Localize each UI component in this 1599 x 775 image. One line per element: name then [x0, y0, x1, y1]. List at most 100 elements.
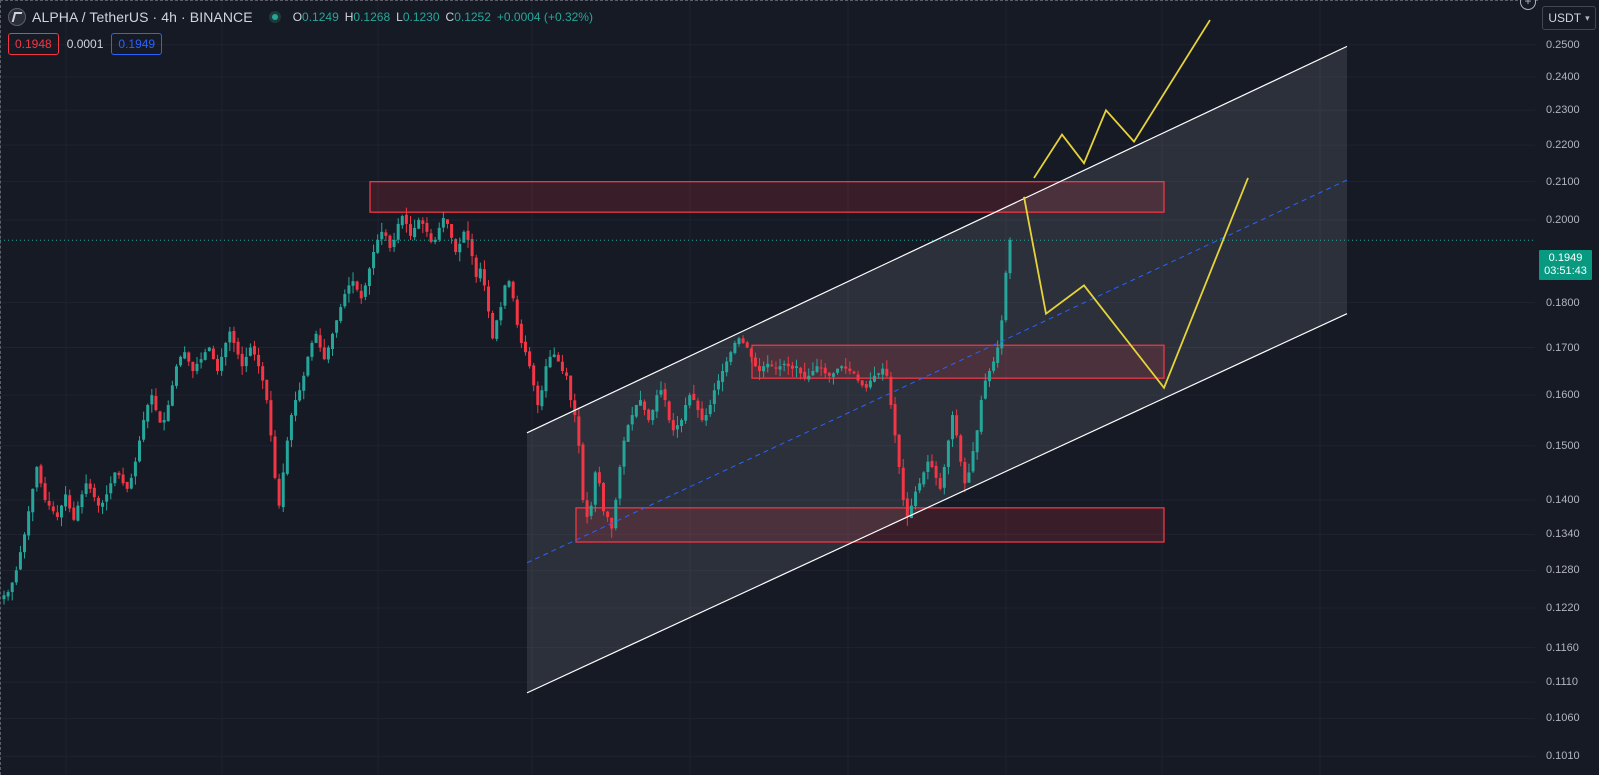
candle-body [474, 257, 478, 277]
candle-body [10, 582, 14, 593]
candle-body [942, 467, 946, 488]
projection-path-up [1033, 19, 1211, 179]
candle-body [918, 483, 922, 491]
candle-body [96, 497, 100, 506]
open-value: 0.1249 [302, 10, 339, 24]
candle-body [893, 404, 897, 436]
price-axis-label: 0.1280 [1546, 564, 1580, 577]
candle-body [68, 495, 72, 509]
candle-body [778, 366, 782, 370]
candle-body [528, 351, 532, 367]
candle-body [741, 338, 745, 343]
candle-body [248, 347, 252, 356]
candle-body [799, 367, 803, 374]
candle-body [380, 231, 384, 240]
candle-body [951, 415, 955, 440]
currency-selector[interactable]: USDT ▾ [1542, 6, 1596, 30]
candle-body [478, 268, 482, 279]
candle-body [261, 366, 265, 381]
candle-body [552, 354, 556, 357]
candle-body [92, 487, 96, 498]
candle-body [277, 478, 281, 506]
buy-button[interactable]: 0.1949 [111, 33, 163, 55]
candle-body [326, 347, 330, 360]
candle-body [257, 354, 261, 367]
candle-body [281, 472, 285, 508]
parallel-channel-fill [527, 46, 1347, 693]
candle-body [877, 373, 881, 375]
candle-body [109, 483, 113, 494]
candle-body [803, 371, 807, 379]
candle-body [946, 440, 950, 467]
candle-body [536, 385, 540, 406]
bar-countdown: 03:51:43 [1544, 265, 1587, 277]
candle-body [101, 502, 105, 507]
candle-body [905, 498, 909, 517]
candle-body [174, 366, 178, 386]
candle-body [322, 347, 326, 360]
candle-body [458, 243, 462, 253]
candle-body [819, 367, 823, 369]
candle-body [647, 409, 651, 421]
candle-body [630, 415, 634, 425]
candle-body [963, 461, 967, 484]
candle-body [310, 342, 314, 357]
candle-body [183, 352, 187, 359]
candle-body [162, 420, 166, 423]
candle-body [491, 312, 495, 339]
candle-body [400, 216, 404, 226]
price-axis-label: 0.2200 [1546, 139, 1580, 152]
candle-body [651, 410, 655, 421]
candle-body [556, 354, 560, 362]
candle-body [224, 342, 228, 358]
candle-body [914, 491, 918, 507]
price-axis-label: 0.2000 [1546, 213, 1580, 226]
candle-body [113, 472, 117, 484]
candle-body [105, 494, 109, 502]
candle-body [170, 385, 174, 406]
candle-body [203, 352, 207, 360]
candle-body [84, 483, 88, 494]
candle-body [269, 400, 273, 436]
candle-body [992, 361, 996, 371]
candle-body [811, 370, 815, 376]
candle-body [922, 472, 926, 485]
candle-body [433, 239, 437, 242]
candle-body [671, 420, 675, 431]
candle-body [540, 390, 544, 407]
candle-body [618, 467, 622, 499]
change-value: +0.0004 (+0.32%) [496, 10, 593, 24]
candle-body [302, 375, 306, 391]
candle-body [437, 227, 441, 240]
resistance-zone [369, 181, 1165, 213]
candle-body [14, 570, 18, 583]
candle-body [560, 361, 564, 371]
candle-body [885, 368, 889, 376]
candle-body [938, 478, 942, 489]
candle-body [166, 405, 170, 422]
candle-body [897, 434, 901, 468]
candle-body [758, 365, 762, 371]
candle-body [782, 363, 786, 366]
last-price-value: 0.1949 [1548, 252, 1583, 264]
candle-body [228, 331, 232, 343]
candle-body [585, 500, 589, 517]
candle-body [519, 323, 523, 343]
sell-button[interactable]: 0.1948 [8, 33, 59, 55]
candle-body [409, 224, 413, 236]
candle-body [441, 218, 445, 228]
candle-body [790, 365, 794, 369]
currency-label: USDT [1548, 11, 1582, 25]
candle-body [643, 401, 647, 411]
candle-body [762, 366, 766, 372]
symbol-title[interactable]: ALPHA / TetherUS · 4h · BINANCE [32, 9, 253, 25]
candle-body [289, 415, 293, 441]
candle-body [544, 366, 548, 392]
candle-body [523, 341, 527, 353]
candle-body [396, 223, 400, 240]
candle-body [1004, 272, 1008, 321]
candle-body [926, 461, 930, 472]
candle-body [881, 368, 885, 375]
candle-body [864, 384, 868, 388]
